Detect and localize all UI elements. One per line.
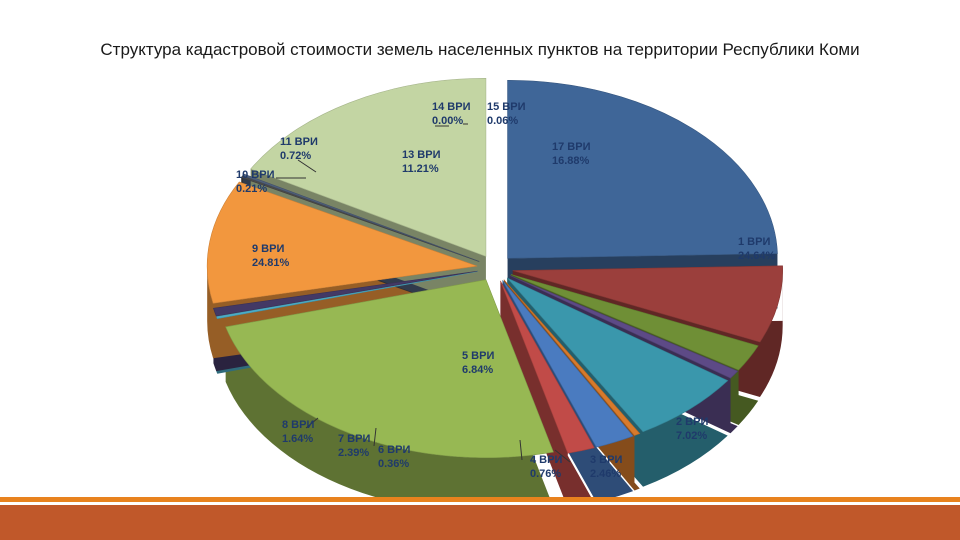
pie-slice-13-ври xyxy=(206,181,478,304)
footer-accent-line xyxy=(0,497,960,502)
slice-value-3-ври: 2.46% xyxy=(590,468,621,480)
pie-slice-1-ври xyxy=(507,80,778,259)
slice-value-17-ври: 16.88% xyxy=(552,155,590,167)
slice-name-9-ври: 9 ВРИ xyxy=(252,243,284,255)
pie-slice-17-ври xyxy=(250,78,487,257)
label-leader-lines xyxy=(276,123,571,463)
slice-value-2-ври: 7.02% xyxy=(676,430,707,442)
slice-label-15-ври: 15 ВРИ 0.06% xyxy=(487,101,526,127)
pie-slice-11-ври xyxy=(213,270,478,317)
slice-label-9-ври: 9 ВРИ 24.81% xyxy=(252,243,290,269)
slice-label-10-ври: 10 ВРИ 0.21% xyxy=(236,169,275,195)
slice-value-11-ври: 0.72% xyxy=(280,150,311,162)
leader-line-8-ври xyxy=(305,417,319,429)
chart-title: Структура кадастровой стоимости земель н… xyxy=(100,40,860,59)
slice-label-17-ври: 17 ВРИ 16.88% xyxy=(552,141,591,167)
slice-label-14-ври: 14 ВРИ 0.00% xyxy=(432,101,471,127)
slice-value-8-ври: 1.64% xyxy=(282,433,313,445)
slice-value-1-ври: 24.64% xyxy=(738,250,776,262)
slice-label-11-ври: 11 ВРИ 0.72% xyxy=(280,136,318,162)
pie-slice-tops xyxy=(206,78,783,458)
slice-name-5-ври: 5 ВРИ xyxy=(462,350,494,362)
slice-name-4-ври: 4 ВРИ xyxy=(530,454,562,466)
pie-slice-3-ври xyxy=(510,274,759,371)
slice-label-13-ври: 13 ВРИ 11.21% xyxy=(402,149,441,175)
slice-name-11-ври: 11 ВРИ xyxy=(280,136,318,148)
slice-value-10-ври: 0.21% xyxy=(236,183,267,195)
slice-name-7-ври: 7 ВРИ xyxy=(338,433,370,445)
pie-slice-6-ври xyxy=(503,279,641,436)
slice-label-3-ври: 3 ВРИ 2.46% xyxy=(590,454,622,480)
slice-name-14-ври: 14 ВРИ xyxy=(432,101,471,113)
slice-value-7-ври: 2.39% xyxy=(338,447,369,459)
slice-value-4-ври: 0.76% xyxy=(530,468,561,480)
slice-label-2-ври: 2 ВРИ 7.02% xyxy=(676,416,708,442)
slice-value-13-ври: 11.21% xyxy=(402,163,439,175)
slice-name-6-ври: 6 ВРИ xyxy=(378,444,410,456)
slice-value-9-ври: 24.81% xyxy=(252,257,290,269)
pie-slice-8-ври xyxy=(500,280,595,454)
pie-slice-9-ври xyxy=(225,279,554,458)
pie-slice-5-ври xyxy=(506,277,729,433)
slice-name-3-ври: 3 ВРИ xyxy=(590,454,622,466)
slice-name-1-ври: 1 ВРИ xyxy=(738,236,770,248)
footer-bar xyxy=(0,505,960,540)
leader-line-4-ври xyxy=(519,439,523,461)
slice-name-17-ври: 17 ВРИ xyxy=(552,141,591,153)
pie-slice-7-ври xyxy=(502,280,634,448)
slice-name-10-ври: 10 ВРИ xyxy=(236,169,275,181)
leader-line-11-ври xyxy=(297,159,317,173)
slice-value-6-ври: 0.36% xyxy=(378,458,409,470)
pie-slice-10-ври xyxy=(215,271,478,320)
slice-name-8-ври: 8 ВРИ xyxy=(282,419,314,431)
slice-value-15-ври: 0.06% xyxy=(487,115,518,127)
pie-slice-2-ври xyxy=(512,265,783,343)
pie-slice-side-1-ври xyxy=(507,80,778,314)
slice-label-7-ври: 7 ВРИ 2.39% xyxy=(338,433,370,459)
slice-name-2-ври: 2 ВРИ xyxy=(676,416,708,428)
slice-value-14-ври: 0.00% xyxy=(432,115,463,127)
slice-label-1-ври: 1 ВРИ 24.64% xyxy=(738,236,776,262)
slice-labels: 1 ВРИ 24.64% 2 ВРИ 7.02% 3 ВРИ 2.46% 4 ВРИ 0.76… xyxy=(236,101,776,480)
pie-slice-15-ври xyxy=(242,173,480,262)
slice-label-6-ври: 6 ВРИ 0.36% xyxy=(378,444,410,470)
leader-line-3-ври xyxy=(554,449,571,463)
slice-label-8-ври: 8 ВРИ 1.64% xyxy=(282,419,314,445)
slice-label-5-ври: 5 ВРИ 6.84% xyxy=(462,350,494,376)
pie-slice-4-ври xyxy=(509,275,739,379)
slice-value-5-ври: 6.84% xyxy=(462,364,493,376)
leader-line-6-ври xyxy=(373,427,377,447)
slice-name-15-ври: 15 ВРИ xyxy=(487,101,526,113)
slice-name-13-ври: 13 ВРИ xyxy=(402,149,441,161)
pie-chart: 1 ВРИ 24.64% 2 ВРИ 7.02% 3 ВРИ 2.46% 4 ВРИ 0.76… xyxy=(206,78,783,500)
slice-label-4-ври: 4 ВРИ 0.76% xyxy=(530,454,562,480)
